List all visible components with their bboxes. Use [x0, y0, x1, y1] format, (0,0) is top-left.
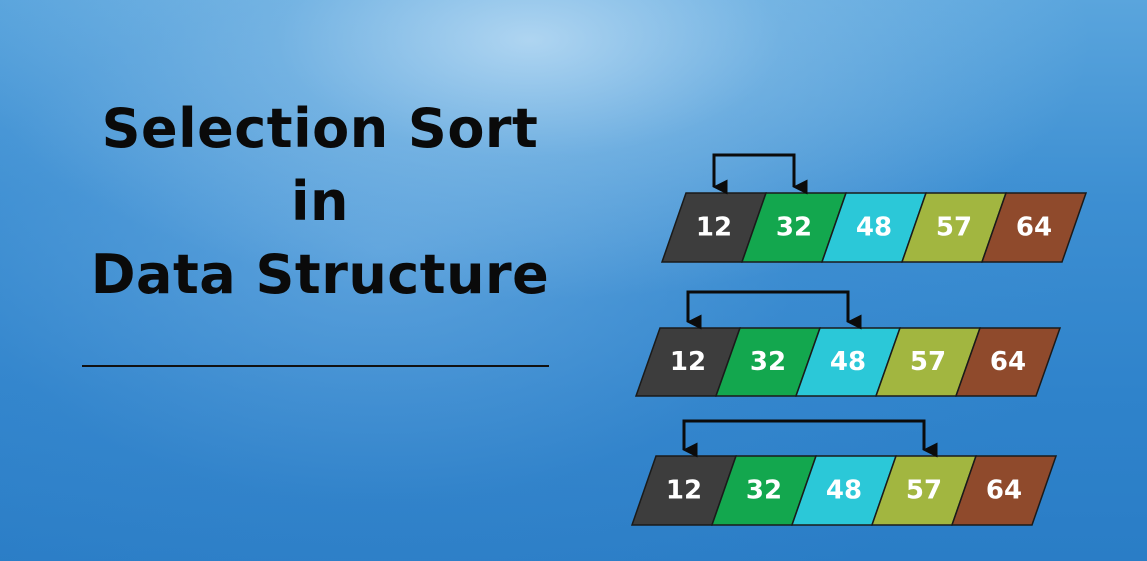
- page-title: Selection Sort in Data Structure: [40, 92, 600, 311]
- array-cell-value: 57: [936, 213, 972, 243]
- array-cell-value: 48: [830, 347, 866, 377]
- array-cell-value: 64: [1016, 213, 1052, 243]
- title-line-1: Selection Sort: [101, 97, 539, 160]
- array-cell-value: 32: [776, 213, 812, 243]
- title-line-3: Data Structure: [90, 243, 550, 306]
- swap-arrow: [682, 419, 938, 458]
- title-divider: [82, 365, 549, 367]
- array-row: 12 32 48 57 64: [660, 153, 1088, 263]
- array-rows: 12 32 48 57 64 12 32 48 57 64 12 32 48 57 64: [630, 153, 1088, 526]
- array-cell: [954, 327, 1062, 397]
- array-cell-value: 64: [986, 476, 1022, 506]
- array-cell-value: 32: [746, 476, 782, 506]
- swap-arrow: [686, 290, 862, 330]
- array-cell-value: 64: [990, 347, 1026, 377]
- array-row: 12 32 48 57 64: [634, 290, 1062, 397]
- swap-arrow: [712, 153, 808, 195]
- array-cell-value: 57: [906, 476, 942, 506]
- array-cell-value: 12: [666, 476, 702, 506]
- array-cell-value: 57: [910, 347, 946, 377]
- array-cell-value: 48: [826, 476, 862, 506]
- array-cell-value: 32: [750, 347, 786, 377]
- array-row: 12 32 48 57 64: [630, 419, 1058, 526]
- array-cell-value: 48: [856, 213, 892, 243]
- array-cell-value: 12: [696, 213, 732, 243]
- array-cell: [950, 455, 1058, 526]
- title-line-2: in: [291, 170, 349, 233]
- array-cell-value: 12: [670, 347, 706, 377]
- array-cell: [980, 192, 1088, 263]
